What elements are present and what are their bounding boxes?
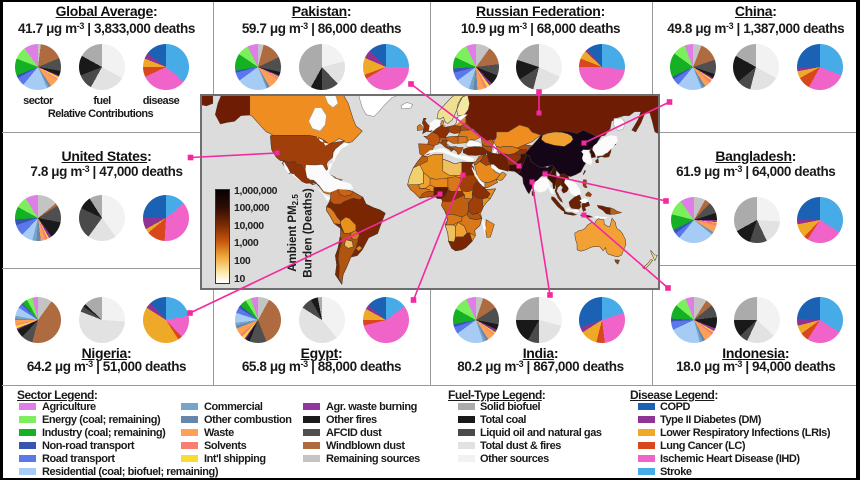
svg-text:Burden (Deaths): Burden (Deaths) [303, 188, 315, 278]
svg-text:Ambient PM2.5: Ambient PM2.5 [287, 194, 300, 272]
